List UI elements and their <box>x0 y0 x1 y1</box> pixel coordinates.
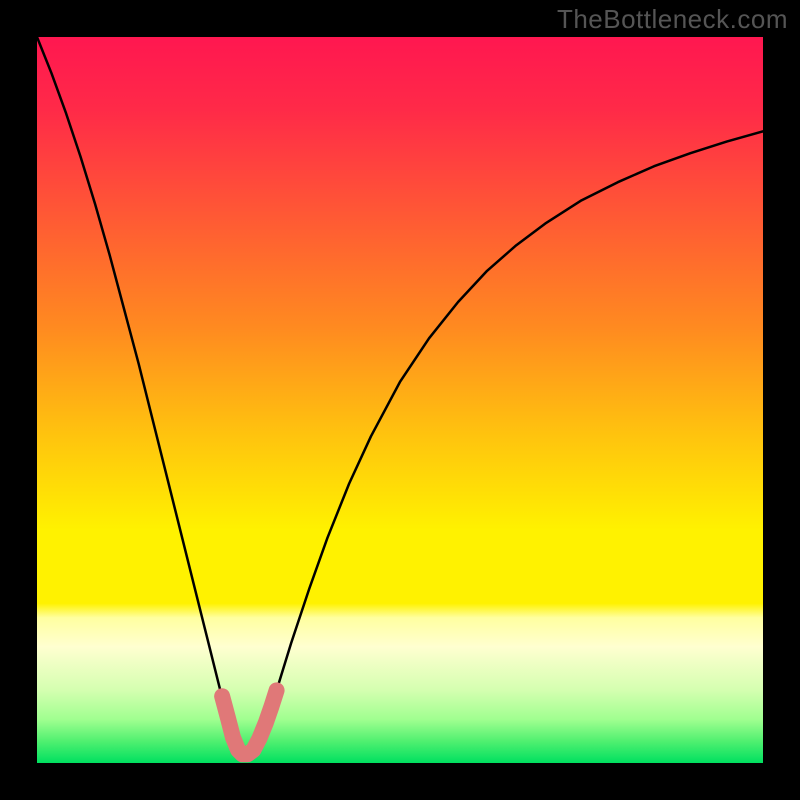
chart-container: TheBottleneck.com <box>0 0 800 800</box>
watermark-text: TheBottleneck.com <box>557 4 788 35</box>
bottleneck-plot <box>0 0 800 800</box>
gradient-background <box>37 37 763 763</box>
